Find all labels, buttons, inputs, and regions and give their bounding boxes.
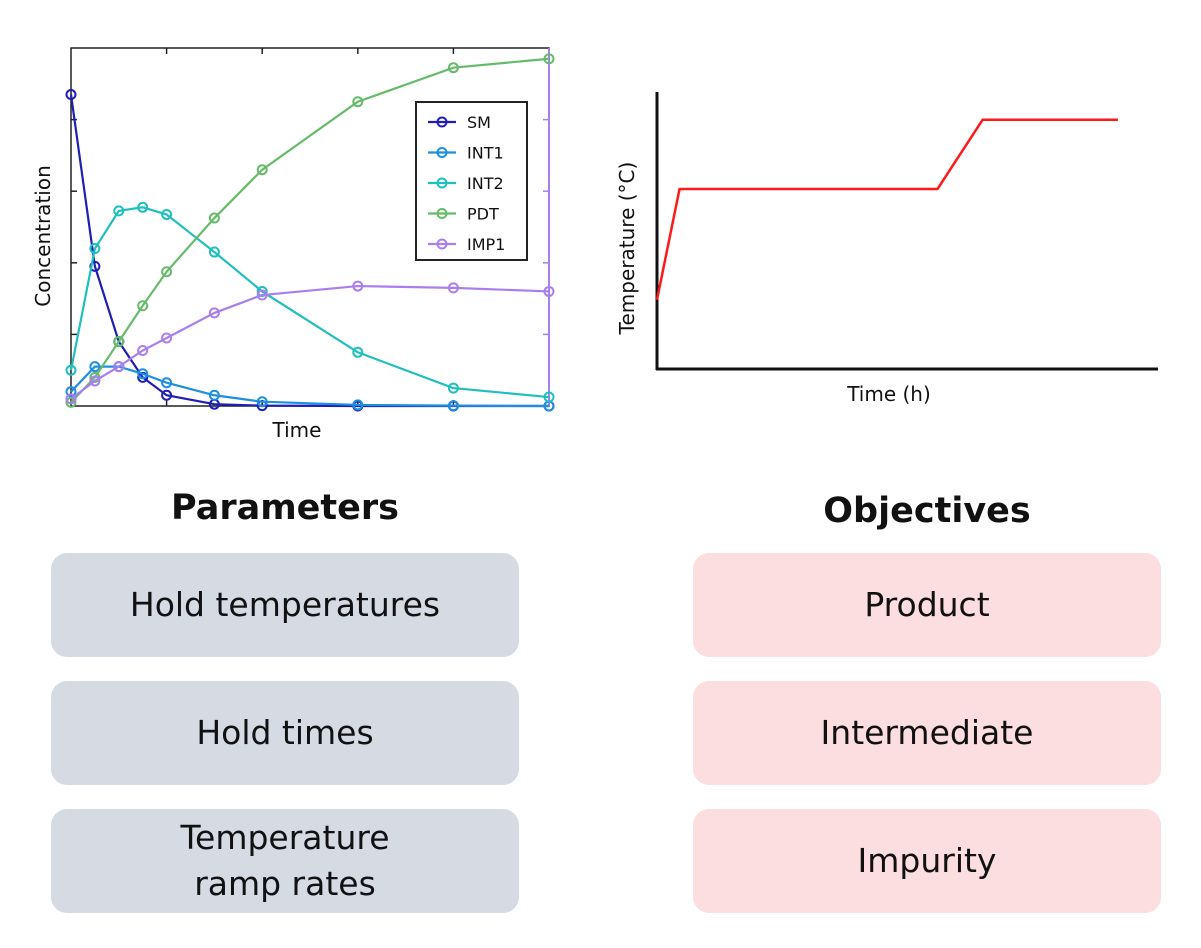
data-point-imp1 (208, 307, 220, 319)
data-point-int2 (352, 346, 364, 358)
data-point-imp1 (447, 282, 459, 294)
legend-label-imp1: IMP1 (467, 235, 505, 254)
concentration-chart: Time Concentration SM INT1 INT2 PDT IMP1 (31, 47, 555, 442)
data-point-int2 (161, 208, 173, 220)
data-point-int1 (352, 399, 364, 411)
concentration-series (65, 53, 555, 412)
legend-marker-int2 (436, 177, 448, 189)
legend-marker-sm (436, 116, 448, 128)
data-point-imp1 (352, 280, 364, 292)
legend-label-int2: INT2 (467, 174, 504, 193)
parameter-temperature-ramp-rates: Temperature ramp rates (51, 809, 519, 913)
data-point-int1 (89, 361, 101, 373)
data-point-pdt (543, 53, 555, 65)
legend-marker-pdt (436, 208, 448, 219)
parameter-hold-times: Hold times (51, 681, 519, 785)
data-point-imp1 (89, 375, 101, 387)
legend-label-sm: SM (467, 113, 491, 132)
series-line-pdt (70, 57, 550, 404)
concentration-legend: SM INT1 INT2 PDT IMP1 (415, 101, 528, 261)
data-point-imp1 (161, 332, 173, 344)
data-point-int2 (65, 364, 77, 376)
data-point-pdt (256, 164, 268, 176)
concentration-x-label: Time (272, 418, 322, 442)
data-point-imp1 (65, 393, 77, 405)
objectives-title: Objectives (823, 491, 1031, 531)
data-point-sm (161, 389, 173, 401)
series-line-imp1 (70, 284, 550, 400)
data-point-pdt (352, 96, 364, 108)
data-point-pdt (113, 336, 125, 348)
objective-impurity: Impurity (693, 809, 1161, 913)
data-point-int2 (447, 382, 459, 394)
series-line-int2 (69, 206, 550, 399)
concentration-y-label: Concentration (31, 165, 55, 306)
data-point-pdt (137, 300, 149, 312)
objective-intermediate: Intermediate (693, 681, 1161, 785)
data-point-int2 (208, 246, 220, 258)
temperature-profile-line (655, 118, 1118, 300)
data-point-int1 (137, 368, 149, 380)
legend-label-int1: INT1 (467, 144, 504, 163)
legend-marker-int1 (436, 147, 448, 158)
legend-box (415, 101, 528, 261)
data-point-int2 (543, 391, 555, 403)
data-point-imp1 (543, 285, 555, 297)
data-point-pdt (161, 266, 173, 278)
temperature-series (655, 118, 1118, 300)
data-point-imp1 (256, 289, 268, 301)
data-point-int1 (161, 377, 173, 389)
data-point-int2 (113, 205, 125, 217)
data-point-int2 (89, 242, 101, 254)
data-point-imp1 (113, 361, 125, 373)
temperature-x-label: Time (h) (846, 382, 931, 406)
legend-label-pdt: PDT (467, 205, 499, 224)
series-line-int1 (70, 365, 550, 408)
temperature-chart: Time (h) Temperature (°C) (615, 92, 1158, 406)
data-point-sm (65, 89, 77, 101)
parameter-hold-temperatures: Hold temperatures (51, 553, 519, 657)
data-point-int1 (256, 396, 268, 408)
data-point-pdt (208, 212, 220, 224)
data-point-int1 (208, 389, 220, 401)
data-point-int1 (447, 400, 459, 412)
data-point-int2 (137, 201, 149, 213)
temperature-y-label: Temperature (°C) (615, 162, 639, 336)
data-point-int1 (65, 386, 77, 398)
data-point-pdt (447, 62, 459, 74)
data-point-imp1 (137, 345, 149, 357)
parameters-title: Parameters (171, 488, 399, 528)
legend-marker-imp1 (436, 238, 448, 250)
objective-product: Product (693, 553, 1161, 657)
